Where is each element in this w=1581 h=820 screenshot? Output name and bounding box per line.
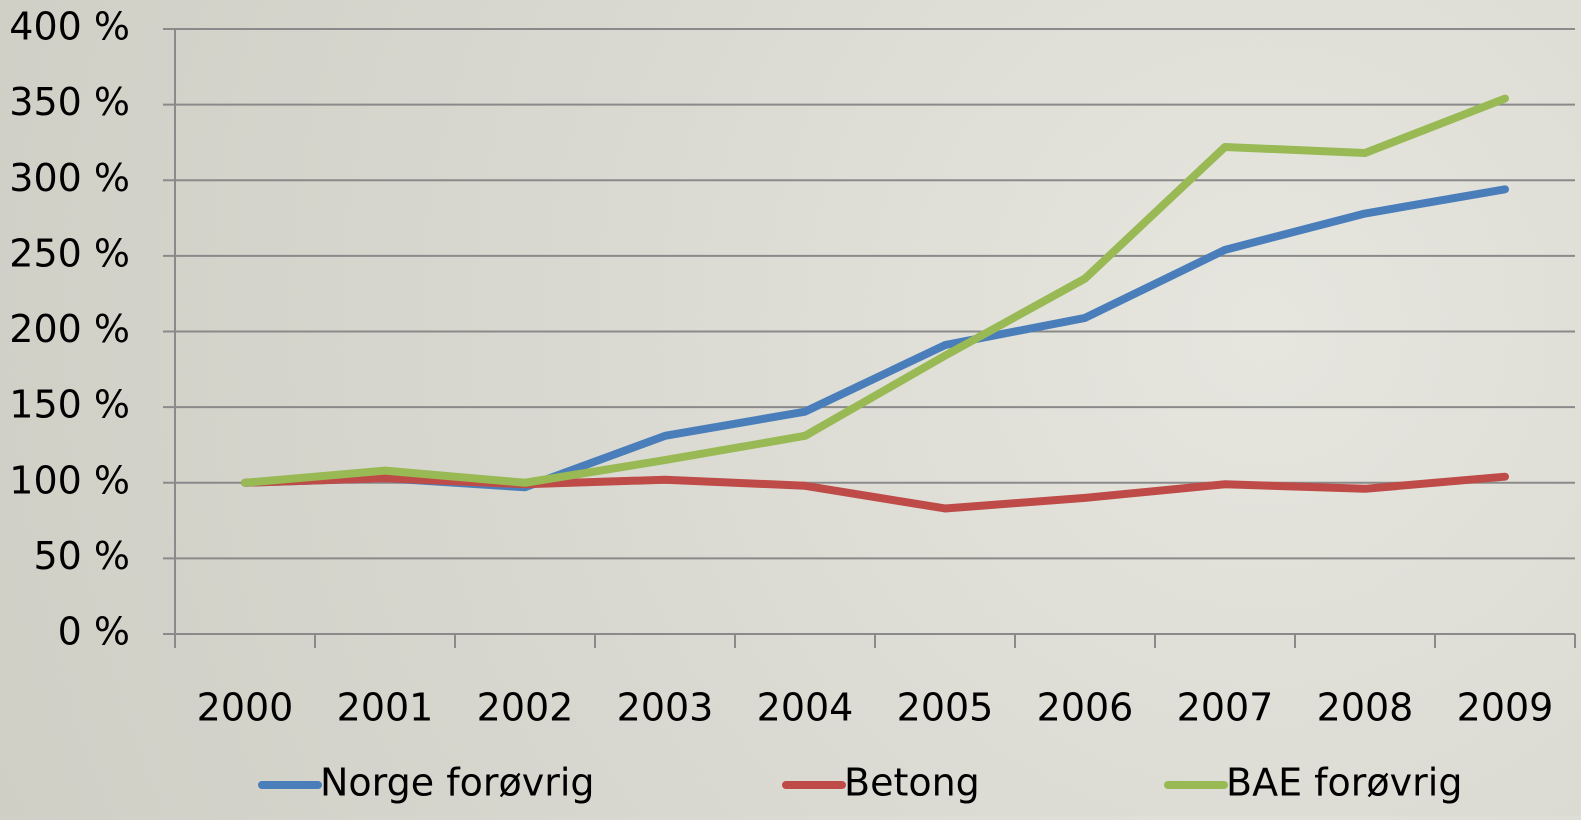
x-tick-label: 2009 — [1457, 686, 1554, 730]
x-tick-label: 2000 — [197, 686, 294, 730]
y-tick-label: 300 % — [9, 156, 130, 200]
y-tick-label: 400 % — [9, 5, 130, 49]
y-tick-label: 200 % — [9, 307, 130, 351]
y-tick-label: 0 % — [58, 610, 130, 654]
y-tick-label: 150 % — [9, 383, 130, 427]
x-tick-label: 2008 — [1317, 686, 1414, 730]
x-tick-label: 2001 — [337, 686, 434, 730]
line-series — [241, 185, 1509, 492]
x-tick-label: 2004 — [757, 686, 854, 730]
legend-label: Norge forøvrig — [320, 761, 595, 805]
legend-label: BAE forøvrig — [1226, 761, 1462, 805]
line-series — [241, 94, 1509, 487]
y-tick-label: 350 % — [9, 80, 130, 124]
x-tick-label: 2002 — [477, 686, 574, 730]
y-tick-label: 50 % — [33, 534, 130, 578]
x-tick-label: 2006 — [1037, 686, 1134, 730]
y-tick-label: 100 % — [9, 458, 130, 502]
line-series — [241, 472, 1509, 513]
x-tick-label: 2005 — [897, 686, 994, 730]
x-tick-label: 2003 — [617, 686, 714, 730]
x-tick-label: 2007 — [1177, 686, 1274, 730]
legend-label: Betong — [844, 761, 980, 805]
y-tick-label: 250 % — [9, 231, 130, 275]
